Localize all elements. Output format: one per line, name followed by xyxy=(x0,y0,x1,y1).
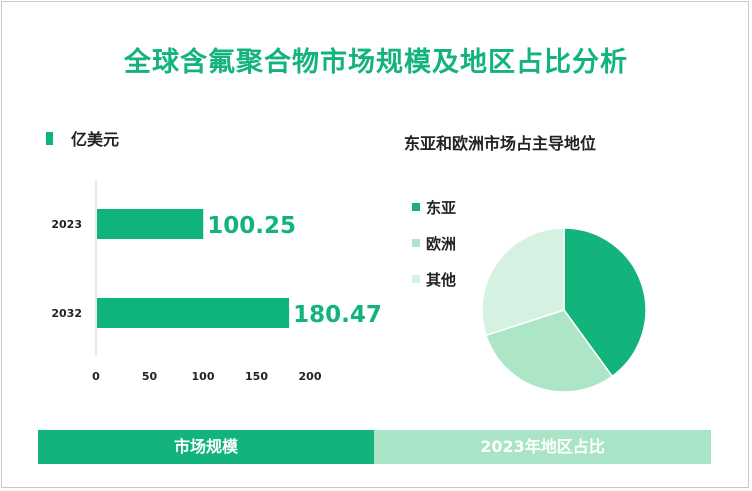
x-tick-label: 50 xyxy=(142,370,158,383)
bar-chart: 2023 100.25 2032 180.47 0 50 100 150 200 xyxy=(51,180,382,383)
tab-region-share[interactable]: 2023年地区占比 xyxy=(374,430,711,464)
x-tick-label: 200 xyxy=(299,370,322,383)
x-tick-label: 0 xyxy=(92,370,100,383)
legend-label: 东亚 xyxy=(426,199,456,217)
bar-legend-swatch xyxy=(46,131,53,145)
legend-swatch xyxy=(412,239,420,247)
bar-legend-label: 亿美元 xyxy=(71,130,120,149)
bar-legend: 亿美元 xyxy=(46,126,119,150)
legend-label: 欧洲 xyxy=(426,235,456,253)
data-label: 180.47 xyxy=(293,302,382,328)
y-tick-label: 2032 xyxy=(51,307,82,320)
pie-slice xyxy=(485,309,614,393)
bar xyxy=(97,209,204,239)
pie-slice xyxy=(481,227,565,337)
data-label: 100.25 xyxy=(207,213,296,239)
pie-title: 东亚和欧洲市场占主导地位 xyxy=(404,134,597,153)
legend-swatch xyxy=(412,275,420,283)
x-tick-label: 150 xyxy=(245,370,268,383)
chart-title: 全球含氟聚合物市场规模及地区占比分析 xyxy=(124,47,628,78)
tab-market-size[interactable]: 市场规模 xyxy=(38,430,374,464)
x-tick-label: 100 xyxy=(192,370,215,383)
pie-chart xyxy=(481,227,647,393)
bar xyxy=(97,298,290,328)
pie-slice xyxy=(563,227,647,378)
legend-label: 其他 xyxy=(426,271,456,289)
legend-swatch xyxy=(412,203,420,211)
y-tick-label: 2023 xyxy=(51,218,82,231)
